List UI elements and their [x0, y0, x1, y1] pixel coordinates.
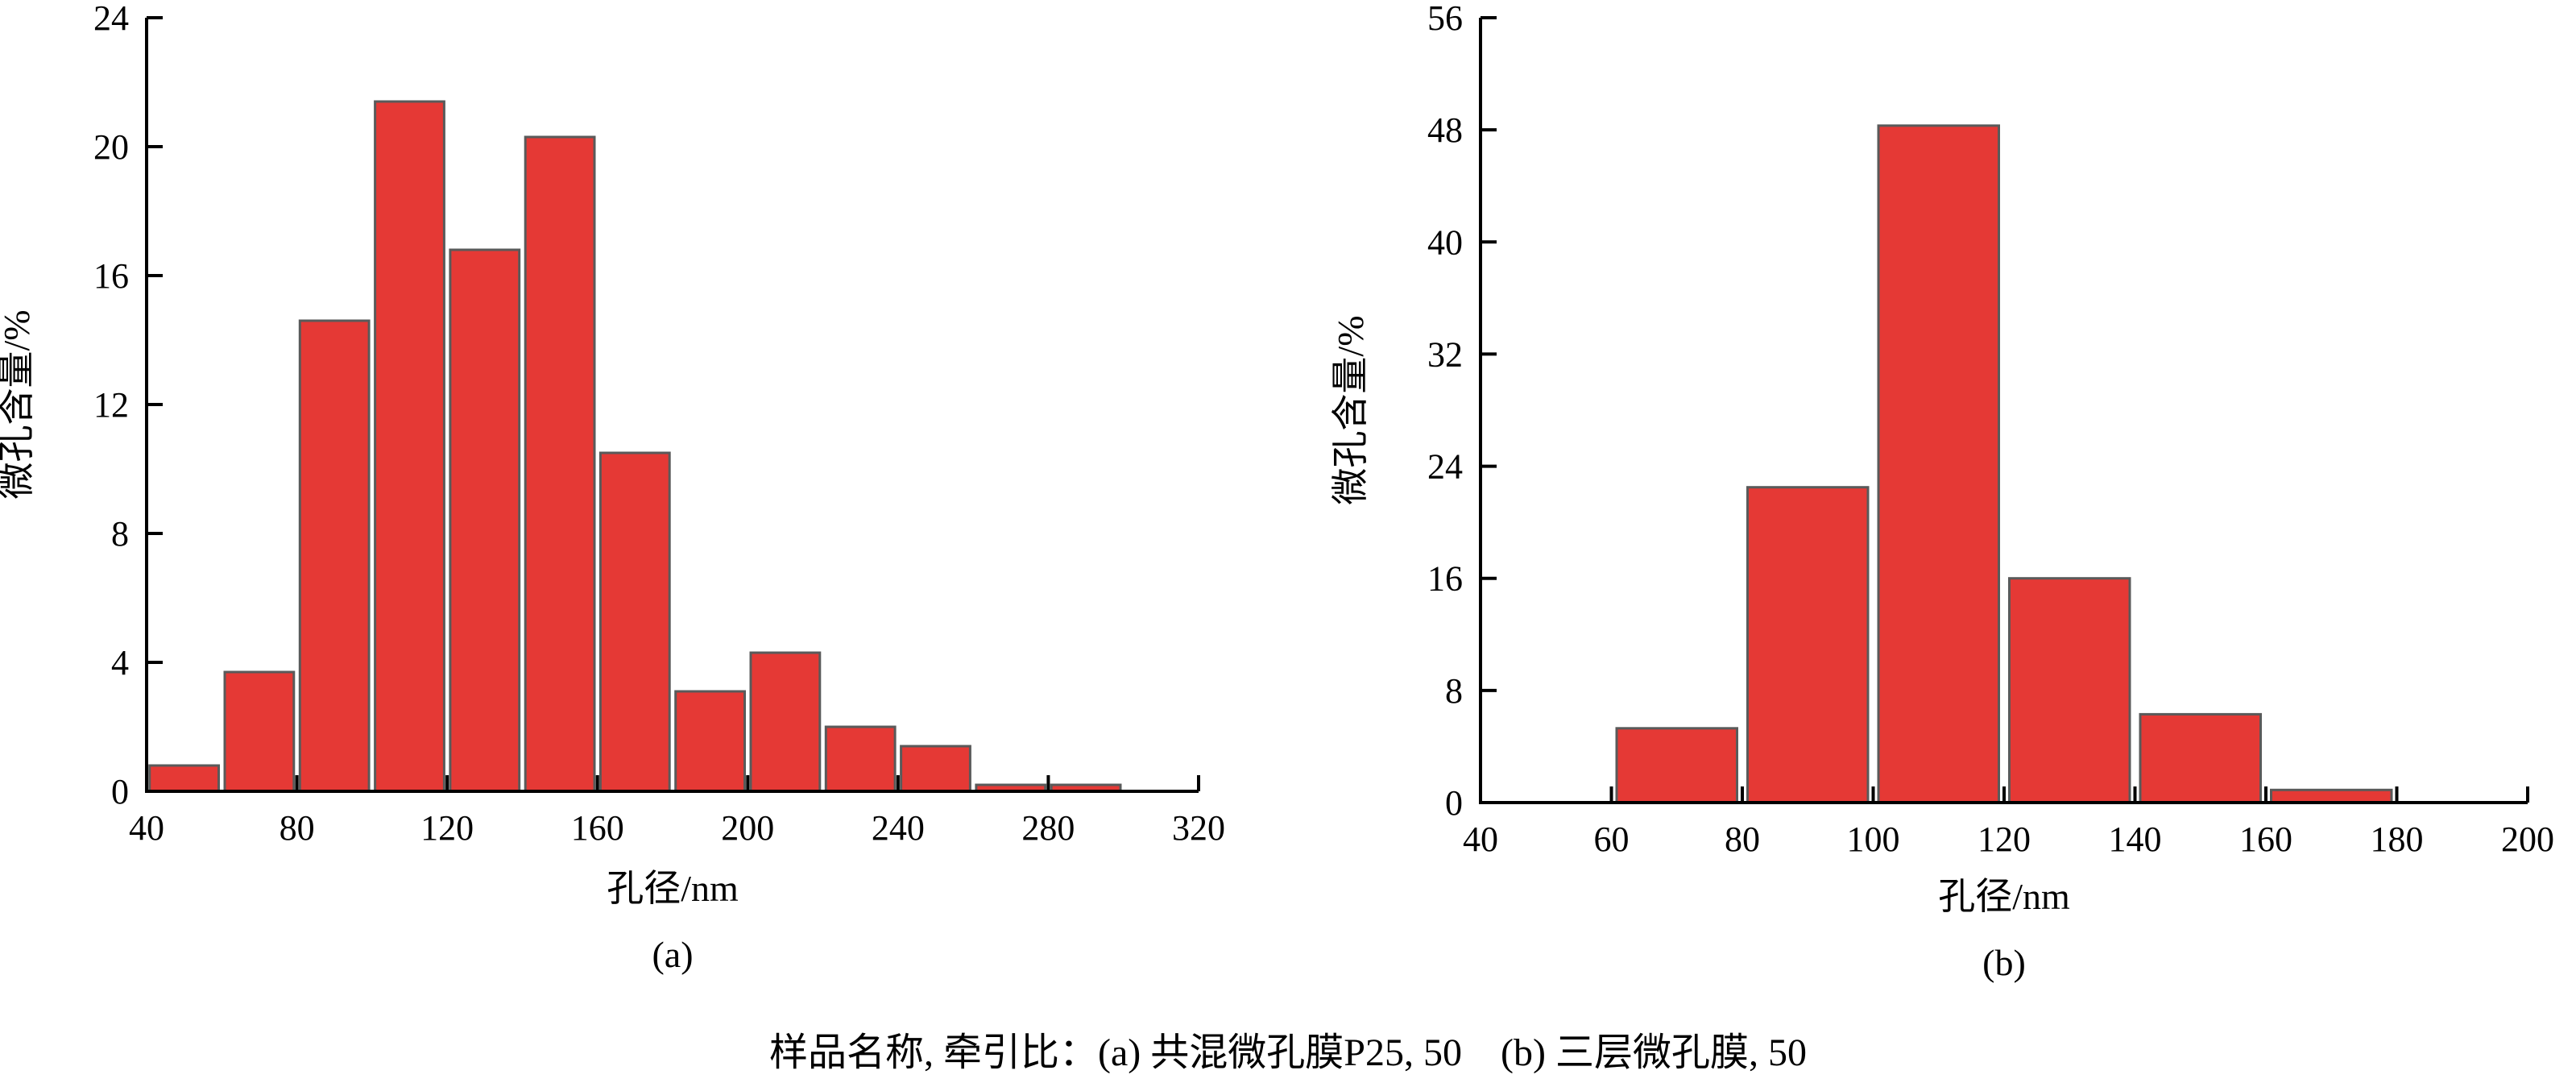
bar-b-120-140 — [2008, 577, 2131, 804]
x-tick-label-b-140: 140 — [2109, 820, 2162, 859]
x-tick-label-a-40: 40 — [129, 808, 164, 848]
y-tick-label-a-24: 24 — [93, 0, 129, 38]
y-tick-label-a-20: 20 — [93, 127, 129, 167]
x-tick-label-b-200: 200 — [2501, 820, 2554, 859]
y-tick-label-b-56: 56 — [1427, 0, 1463, 38]
bar-b-140-160 — [2139, 712, 2262, 804]
x-tick-label-b-120: 120 — [1978, 820, 2031, 859]
bar-a-140-160 — [524, 135, 596, 793]
x-tick-label-b-80: 80 — [1725, 820, 1760, 859]
figure-caption: 样品名称, 牵引比：(a) 共混微孔膜P25, 50 (b) 三层微孔膜, 50 — [769, 1031, 1807, 1074]
bar-b-100-120 — [1877, 124, 2000, 804]
y-axis-title-b: 微孔含量/% — [1330, 315, 1371, 504]
panel-label-b: (b) — [1982, 942, 2026, 983]
bar-a-60-80 — [223, 670, 296, 793]
bar-a-240-260 — [900, 745, 971, 793]
x-axis-title-b: 孔径/nm — [1938, 876, 2070, 917]
bar-a-40-60 — [148, 764, 220, 793]
x-tick-label-a-320: 320 — [1172, 808, 1225, 848]
y-tick-label-b-48: 48 — [1427, 110, 1463, 150]
x-tick-label-a-160: 160 — [571, 808, 624, 848]
bar-a-120-140 — [449, 248, 521, 793]
bar-a-160-180 — [598, 451, 671, 793]
y-tick-label-b-32: 32 — [1427, 334, 1463, 374]
bar-b-160-180 — [2270, 788, 2393, 804]
bar-a-200-220 — [749, 651, 822, 793]
bar-a-220-240 — [824, 725, 897, 793]
y-axis-title-a: 微孔含量/% — [0, 309, 37, 499]
x-tick-label-a-120: 120 — [420, 808, 474, 848]
x-axis-title-a: 孔径/nm — [607, 868, 739, 909]
x-tick-label-a-200: 200 — [721, 808, 774, 848]
y-tick-label-a-0: 0 — [111, 772, 129, 811]
bar-b-80-100 — [1746, 486, 1870, 804]
x-tick-label-a-280: 280 — [1021, 808, 1075, 848]
panel-label-a: (a) — [652, 934, 693, 975]
x-tick-label-b-60: 60 — [1594, 820, 1630, 859]
bar-a-180-200 — [674, 690, 747, 793]
x-tick-label-a-240: 240 — [872, 808, 925, 848]
chart-panel-b: 0 8 16 24 32 40 48 56 40 60 80 100 120 140 160 180 200 孔径… — [1330, 0, 2554, 983]
y-tick-label-a-4: 4 — [111, 643, 129, 683]
bar-a-80-100 — [298, 319, 371, 793]
y-tick-label-b-24: 24 — [1427, 447, 1463, 487]
x-tick-label-b-160: 160 — [2239, 820, 2292, 859]
chart-panel-a: 0 4 8 12 16 20 24 40 80 120 160 200 240 280 320 孔径/nm 微孔… — [0, 0, 1225, 975]
y-tick-label-b-8: 8 — [1445, 671, 1463, 711]
x-tick-label-b-40: 40 — [1463, 820, 1498, 859]
y-tick-label-b-0: 0 — [1445, 783, 1463, 823]
y-tick-label-b-16: 16 — [1427, 559, 1463, 599]
y-tick-label-a-12: 12 — [93, 385, 129, 425]
x-tick-label-a-80: 80 — [280, 808, 315, 848]
y-tick-label-a-8: 8 — [111, 514, 129, 554]
x-tick-label-b-180: 180 — [2371, 820, 2424, 859]
bar-b-60-80 — [1615, 727, 1738, 804]
bar-a-100-120 — [374, 100, 445, 793]
x-tick-label-b-100: 100 — [1847, 820, 1900, 859]
y-tick-label-a-16: 16 — [93, 256, 129, 296]
y-tick-label-b-40: 40 — [1427, 222, 1463, 262]
